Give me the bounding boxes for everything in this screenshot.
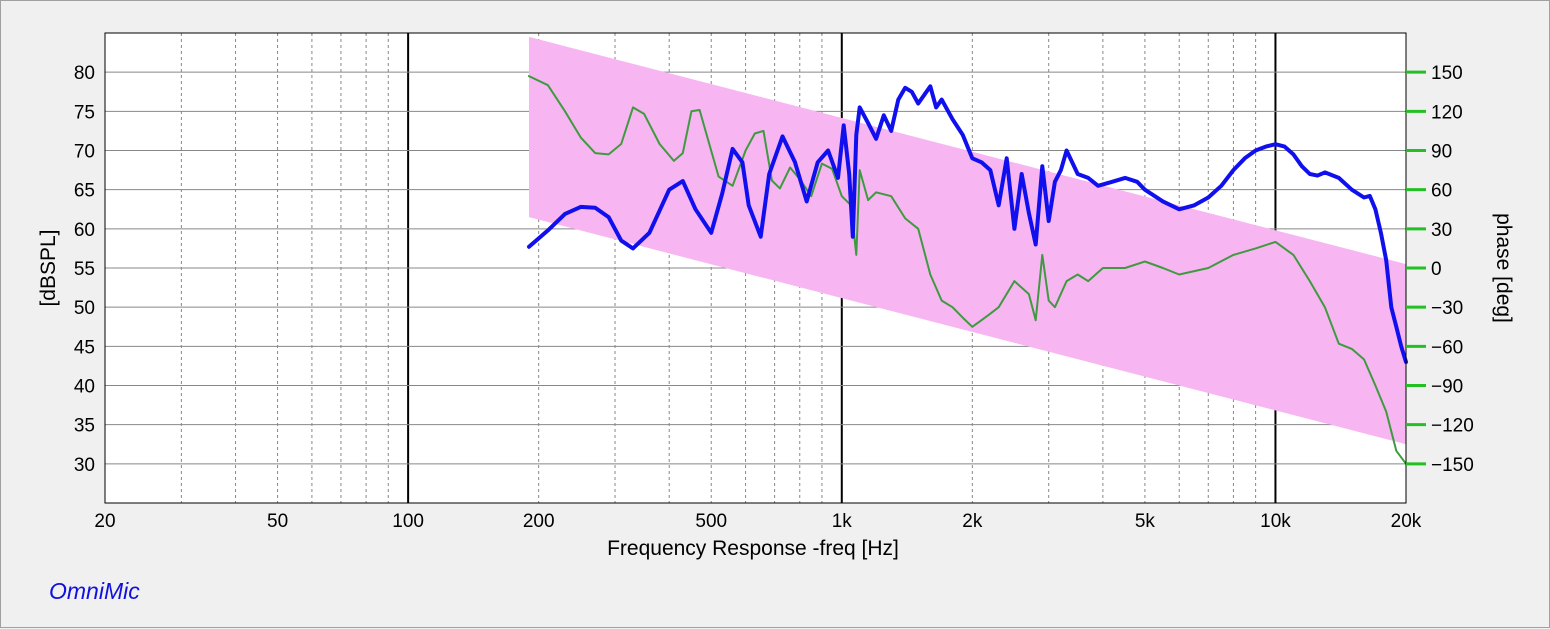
brand-label: OmniMic — [49, 578, 140, 604]
x-tick-label: 200 — [523, 511, 555, 532]
y-tick-label: 45 — [74, 337, 95, 358]
y-tick-label: 50 — [74, 298, 95, 319]
x-tick-label: 50 — [267, 511, 288, 532]
x-tick-label: 100 — [392, 511, 424, 532]
x-tick-label: 20 — [94, 511, 115, 532]
y-tick-label: 35 — [74, 416, 95, 437]
x-axis-ticks: 20 50 100 200 500 1k 2k 5k 10k 20k — [94, 511, 1421, 532]
series-layer — [527, 75, 1408, 465]
y-axis-ticks: 30 35 40 45 50 55 60 65 70 75 80 — [74, 63, 95, 476]
x-tick-label: 10k — [1260, 511, 1291, 532]
y2-tick-label: −30 — [1431, 298, 1463, 319]
y2-tick-label: −60 — [1431, 337, 1463, 358]
y2-tick-label: 150 — [1431, 63, 1463, 84]
y-tick-label: 40 — [74, 377, 95, 398]
y-tick-label: 75 — [74, 102, 95, 123]
phase-series-line — [528, 75, 1407, 465]
band-polygon — [529, 36, 1406, 445]
x-tick-label: 1k — [832, 511, 853, 532]
y2-tick-label: −90 — [1431, 377, 1463, 398]
y-tick-label: 65 — [74, 181, 95, 202]
y2-tick-label: −120 — [1431, 416, 1474, 437]
y-axis-label: [dBSPL] — [37, 229, 60, 306]
y2-tick-label: 0 — [1431, 259, 1442, 280]
y2-tick-label: 30 — [1431, 220, 1452, 241]
x-tick-label: 5k — [1135, 511, 1156, 532]
y-tick-label: 60 — [74, 220, 95, 241]
x-tick-label: 20k — [1391, 511, 1422, 532]
x-tick-label: 500 — [695, 511, 727, 532]
y2-tick-label: −150 — [1431, 455, 1474, 476]
y2-tick-label: 60 — [1431, 181, 1452, 202]
x-axis-label: Frequency Response -freq [Hz] — [607, 537, 899, 560]
y2-tick-label: 120 — [1431, 102, 1463, 123]
x-tick-label: 2k — [962, 511, 983, 532]
y2-tick-label: 90 — [1431, 142, 1452, 163]
y2-axis-ticks: −150 −120 −90 −60 −30 0 30 60 90 120 150 — [1406, 63, 1474, 476]
magnitude-series-line — [527, 84, 1408, 364]
y2-axis-label: phase [deg] — [1492, 213, 1515, 323]
y-tick-label: 30 — [74, 455, 95, 476]
y-tick-label: 70 — [74, 142, 95, 163]
target-band — [529, 36, 1406, 445]
y-tick-label: 80 — [74, 63, 95, 84]
y-tick-label: 55 — [74, 259, 95, 280]
